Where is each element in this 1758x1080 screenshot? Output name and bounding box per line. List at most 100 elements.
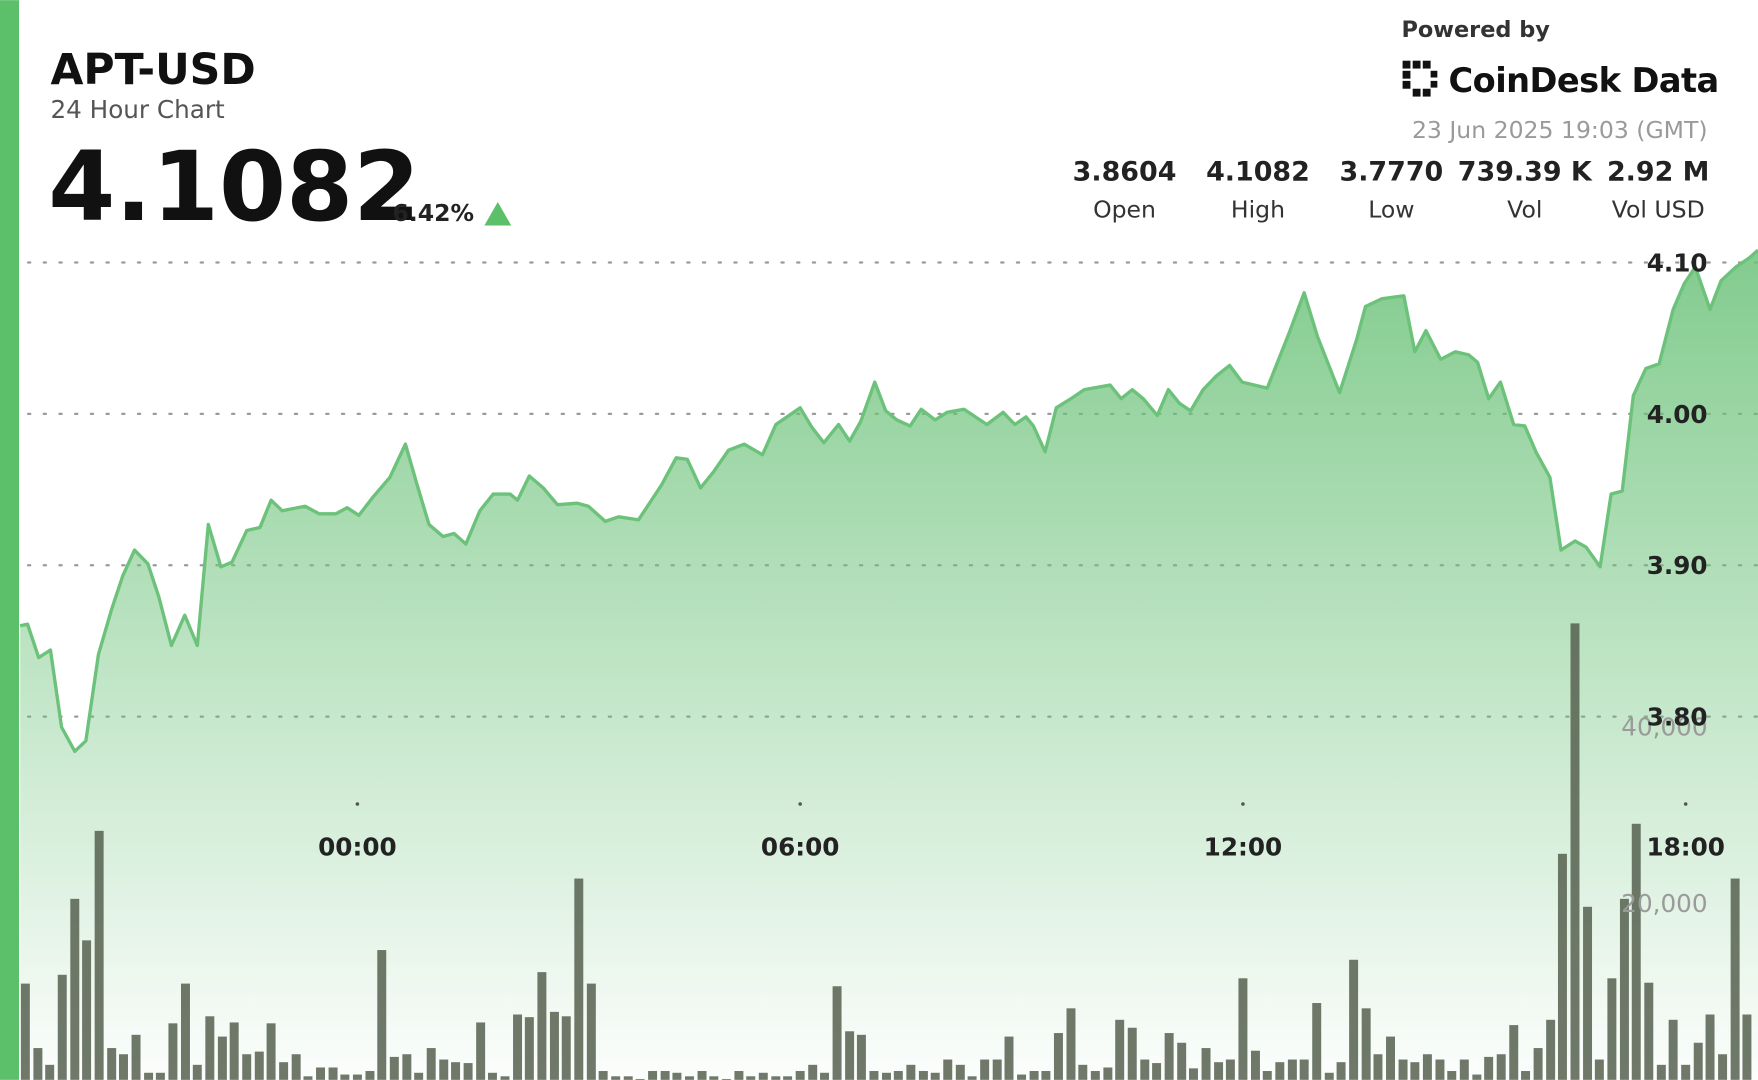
volume-bar <box>1078 1064 1088 1080</box>
volume-bar <box>94 830 104 1080</box>
volume-bar <box>561 1016 571 1080</box>
volume-bar <box>980 1059 990 1080</box>
volume-bar <box>549 1011 559 1080</box>
volume-bar <box>1410 1062 1420 1080</box>
volume-bar <box>451 1062 461 1080</box>
subtitle: 24 Hour Chart <box>50 95 225 124</box>
volume-bar <box>783 1076 793 1080</box>
volume-bar <box>1349 959 1359 1080</box>
volume-bar <box>856 1034 866 1080</box>
price-area <box>20 250 1758 1080</box>
volume-bar <box>992 1059 1002 1080</box>
volume-bar <box>734 1071 744 1080</box>
volume-bar <box>144 1072 154 1080</box>
volume-bar <box>402 1054 412 1080</box>
volume-bar <box>365 1071 375 1080</box>
volume-bar <box>1189 1068 1198 1080</box>
volume-bar <box>1435 1059 1445 1080</box>
volume-bar <box>1312 1003 1322 1080</box>
volume-bar <box>795 1071 805 1080</box>
x-tick-label: 00:00 <box>318 833 396 862</box>
volume-bar <box>500 1076 510 1080</box>
volume-bar <box>672 1072 682 1080</box>
stat-label: High <box>1231 196 1285 224</box>
volume-bar <box>648 1071 658 1080</box>
volume-bar <box>1373 1054 1383 1080</box>
x-tick-label: 12:00 <box>1204 833 1282 862</box>
volume-bar <box>943 1059 953 1080</box>
volume-bar <box>217 1036 227 1080</box>
volume-bar <box>1152 1063 1162 1080</box>
volume-bar <box>82 940 92 1080</box>
volume-bar <box>771 1076 781 1080</box>
volume-bar <box>1422 1054 1432 1080</box>
volume-bar <box>1472 1074 1482 1080</box>
stat-value: 2.92 M <box>1607 157 1709 188</box>
volume-bar <box>1631 823 1641 1080</box>
volume-bar <box>746 1076 756 1080</box>
volume-bar <box>1718 1054 1728 1080</box>
volume-bar <box>45 1064 55 1080</box>
brand-logo <box>1402 60 1438 97</box>
volume-bar <box>1214 1062 1224 1080</box>
volume-bar <box>180 983 190 1080</box>
volume-bar <box>709 1076 719 1080</box>
volume-bar <box>463 1063 473 1080</box>
volume-bar <box>107 1048 117 1080</box>
volume-bar <box>1607 978 1617 1080</box>
volume-bar <box>623 1076 633 1080</box>
volume-bar <box>168 1023 178 1080</box>
volume-bar <box>1177 1042 1187 1080</box>
volume-bar <box>1730 878 1740 1080</box>
volume-bar <box>1103 1067 1113 1080</box>
volume-bar <box>1299 1059 1309 1080</box>
volume-bar <box>1583 906 1593 1080</box>
price-line <box>19 248 1758 754</box>
volume-bar <box>1496 1054 1506 1080</box>
volume-bar <box>1336 1062 1346 1080</box>
volume-bar <box>1557 853 1567 1080</box>
x-tick-label: 18:00 <box>1646 833 1724 862</box>
x-tick <box>355 802 360 806</box>
volume-bar <box>1459 1059 1469 1080</box>
volume-bar <box>537 972 547 1080</box>
volume-bar <box>660 1071 670 1080</box>
volume-bar <box>1546 1019 1556 1080</box>
volume-bar <box>439 1059 449 1080</box>
volume-bar <box>57 974 67 1080</box>
stats: 3.8604 Open 4.1082 High 3.7770 Low 739.39 K Vol… <box>1073 157 1710 224</box>
stat-value: 4.1082 <box>1206 157 1310 188</box>
stat-label: Vol <box>1507 196 1542 224</box>
volume-bar <box>1225 1059 1235 1080</box>
volume-bar <box>1681 1064 1691 1080</box>
volume-bar <box>845 1031 855 1080</box>
stat-label: Low <box>1368 196 1414 224</box>
volume-bar <box>131 1034 141 1080</box>
y2-tick-label: 40,000 <box>1621 713 1707 742</box>
volume-bar <box>882 1072 891 1080</box>
y-tick-label: 4.10 <box>1647 248 1708 277</box>
volume-bar <box>893 1071 903 1080</box>
volume-bar <box>352 1074 362 1080</box>
volume-bar <box>254 1051 264 1080</box>
volume-bar <box>1742 1014 1752 1080</box>
volume-bar <box>930 1072 940 1080</box>
volume-bar <box>635 1078 645 1080</box>
volume-bar <box>1619 898 1629 1080</box>
volume-bar <box>586 983 596 1080</box>
volume-bar <box>808 1064 818 1080</box>
volume-bar <box>1090 1071 1100 1080</box>
volume-bar <box>279 1062 289 1080</box>
change: 6.42% <box>392 199 474 227</box>
title: APT-USD <box>50 45 255 95</box>
volume-bar <box>119 1054 128 1080</box>
volume-bar <box>291 1054 301 1080</box>
volume-bar <box>611 1076 621 1080</box>
volume-bar <box>1275 1062 1285 1080</box>
price: 4.1082 <box>48 131 420 243</box>
volume-bar <box>1066 1008 1076 1080</box>
volume-bar <box>524 1017 534 1080</box>
volume-bar <box>820 1072 830 1080</box>
volume-bar <box>1164 1033 1174 1080</box>
